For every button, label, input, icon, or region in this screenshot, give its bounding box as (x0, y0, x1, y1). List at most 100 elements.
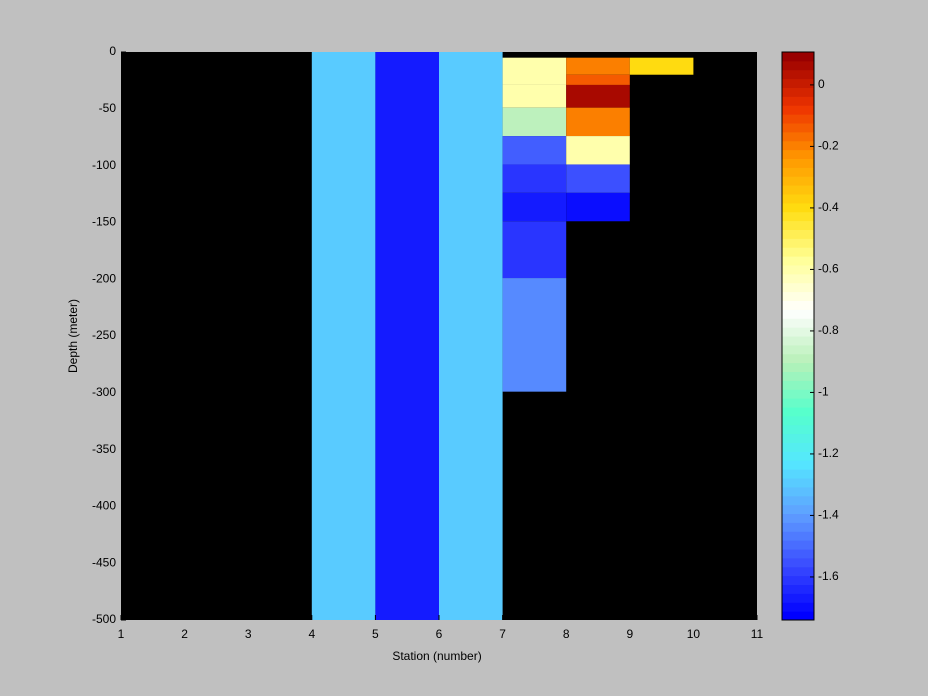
colorbar-swatch (782, 167, 814, 177)
colorbar-swatch (782, 194, 814, 204)
colorbar-swatch (782, 140, 814, 151)
colorbar-swatch (782, 300, 814, 310)
colorbar-swatch (782, 566, 814, 577)
y-tick-label: -350 (92, 442, 116, 456)
colorbar-swatch (782, 327, 814, 337)
colorbar-swatch (782, 220, 814, 230)
heatmap-cell (311, 52, 376, 620)
colorbar-swatch (782, 202, 814, 213)
heatmap-cell (375, 52, 439, 620)
x-tick-label: 5 (372, 627, 379, 641)
colorbar-swatch (782, 557, 814, 568)
colorbar-swatch (782, 185, 814, 195)
colorbar-swatch (782, 424, 814, 435)
colorbar-swatch (782, 353, 814, 364)
colorbar-swatch (782, 247, 814, 257)
y-tick-label: -250 (92, 328, 116, 342)
colorbar-swatch (782, 123, 814, 133)
colorbar-swatch (782, 478, 814, 488)
colorbar-swatch (782, 282, 814, 293)
heatmap-cell (566, 84, 630, 108)
colorbar-tick-label: -0.8 (818, 323, 839, 337)
heatmap-cell (502, 136, 567, 165)
colorbar-swatch (782, 549, 814, 559)
heatmap-cell (502, 192, 567, 222)
y-tick-label: -150 (92, 215, 116, 229)
colorbar-swatch (782, 433, 814, 443)
heatmap-cell (502, 221, 567, 279)
x-tick-label: 9 (626, 627, 633, 641)
colorbar-swatch (782, 415, 814, 426)
x-axis-label: Station (number) (392, 649, 481, 663)
colorbar-swatch (782, 504, 814, 514)
heatmap-cell (502, 84, 567, 108)
colorbar-swatch (782, 593, 814, 603)
x-tick-label: 10 (687, 627, 701, 641)
x-tick-label: 7 (499, 627, 506, 641)
heatmap-cell (566, 74, 630, 85)
heatmap-cell (566, 107, 630, 137)
colorbar-swatch (782, 87, 814, 97)
colorbar-swatch (782, 318, 814, 328)
colorbar-swatch (782, 380, 814, 390)
colorbar-swatch (782, 256, 814, 266)
colorbar-tick-label: -1 (818, 385, 829, 399)
x-tick-label: 3 (245, 627, 252, 641)
colorbar-swatch (782, 371, 814, 381)
y-tick-label: 0 (109, 44, 116, 58)
colorbar-tick-label: 0 (818, 77, 825, 91)
colorbar-frame (781, 51, 815, 621)
x-tick-label: 2 (181, 627, 188, 641)
y-tick-label: -500 (92, 612, 116, 626)
colorbar-swatch (782, 229, 814, 239)
colorbar-swatch (782, 78, 814, 88)
colorbar-swatch (782, 60, 814, 71)
y-tick-label: -450 (92, 555, 116, 569)
x-tick-label: 8 (563, 627, 570, 641)
colorbar-swatch (782, 291, 814, 301)
colorbar-swatch (782, 513, 814, 523)
colorbar-swatch (782, 611, 814, 621)
colorbar-tick-label: -0.6 (818, 262, 839, 276)
colorbar-swatch (782, 131, 814, 142)
colorbar-swatch (782, 158, 814, 168)
colorbar-swatch (782, 602, 814, 612)
colorbar-tick-label: -0.2 (818, 139, 839, 153)
colorbar-swatch (782, 105, 814, 115)
colorbar-tick-label: -1.4 (818, 508, 839, 522)
heatmap-cell (566, 57, 630, 75)
heatmap-cell (629, 57, 694, 75)
colorbar-swatch (782, 442, 814, 452)
x-tick-label: 11 (751, 627, 764, 641)
heatmap-cell (439, 52, 503, 620)
colorbar-swatch (782, 495, 814, 506)
y-tick-label: -400 (92, 499, 116, 513)
colorbar-swatch (782, 460, 814, 470)
colorbar-swatch (782, 344, 814, 355)
y-tick-label: -200 (92, 271, 116, 285)
colorbar-swatch (782, 486, 814, 497)
colorbar-swatch (782, 398, 814, 408)
colorbar-swatch (782, 96, 814, 106)
colorbar-swatch (782, 265, 814, 275)
colorbar-tick-label: -1.6 (818, 569, 839, 583)
colorbar-swatch (782, 522, 814, 532)
heatmap-cell (502, 107, 567, 137)
colorbar-swatch (782, 114, 814, 124)
y-axis-label: Depth (meter) (66, 299, 80, 373)
colorbar-swatch (782, 211, 814, 222)
heatmap-cell (566, 192, 630, 222)
heatmap-cell (566, 136, 630, 165)
colorbar-swatch (782, 69, 814, 80)
heatmap-cell (502, 57, 567, 85)
x-tick-label: 6 (436, 627, 443, 641)
colorbar-swatch (782, 451, 814, 461)
colorbar-swatch (782, 52, 814, 62)
y-tick-label: -300 (92, 385, 116, 399)
colorbar-swatch (782, 584, 814, 594)
colorbar-swatch (782, 176, 814, 186)
y-tick-label: -50 (99, 101, 117, 115)
colorbar-swatch (782, 540, 814, 550)
